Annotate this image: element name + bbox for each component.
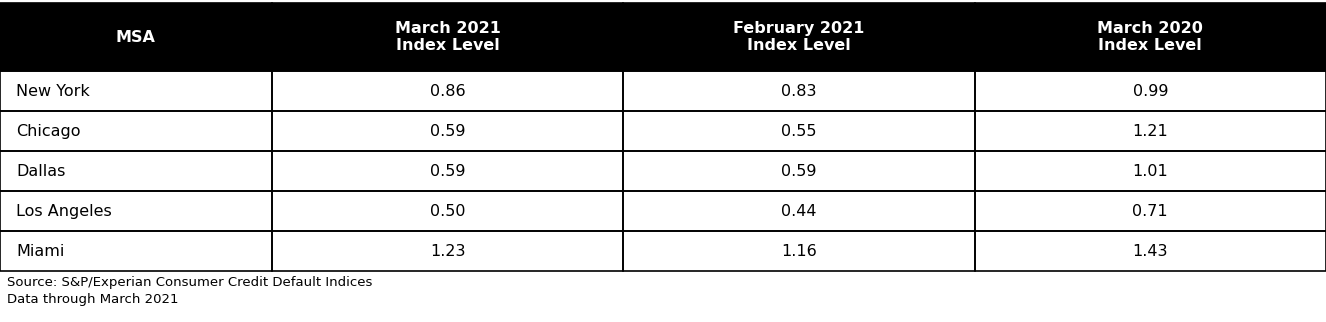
Bar (623, 111, 975, 151)
Bar (272, 231, 623, 271)
Text: February 2021
Index Level: February 2021 Index Level (733, 21, 865, 53)
Bar (0, 151, 272, 191)
Bar (623, 191, 975, 231)
Bar (272, 151, 623, 191)
Text: 1.21: 1.21 (1132, 124, 1168, 138)
Text: Los Angeles: Los Angeles (16, 204, 111, 219)
Bar (0, 231, 272, 271)
Bar (623, 151, 975, 191)
Text: 0.86: 0.86 (430, 83, 465, 99)
Bar (272, 231, 623, 271)
Text: 0.44: 0.44 (781, 204, 817, 219)
Bar (975, 151, 1326, 191)
Bar (975, 191, 1326, 231)
Bar (623, 3, 975, 71)
Bar (0, 71, 272, 111)
Bar (0, 3, 272, 71)
Bar (0, 191, 272, 231)
Text: 1.16: 1.16 (781, 243, 817, 259)
Text: New York: New York (16, 83, 90, 99)
Text: Dallas: Dallas (16, 164, 65, 178)
Text: March 2021
Index Level: March 2021 Index Level (395, 21, 500, 53)
Bar (0, 3, 272, 71)
Bar (623, 71, 975, 111)
Text: 1.01: 1.01 (1132, 164, 1168, 178)
Bar (623, 231, 975, 271)
Bar (975, 151, 1326, 191)
Text: 0.50: 0.50 (430, 204, 465, 219)
Bar (0, 151, 272, 191)
Text: Source: S&P/Experian Consumer Credit Default Indices
Data through March 2021: Source: S&P/Experian Consumer Credit Def… (7, 276, 373, 306)
Bar (272, 191, 623, 231)
Bar (272, 3, 623, 71)
Bar (623, 71, 975, 111)
Text: Chicago: Chicago (16, 124, 81, 138)
Text: 1.43: 1.43 (1132, 243, 1168, 259)
Bar (272, 3, 623, 71)
Text: 0.59: 0.59 (781, 164, 817, 178)
Bar (272, 71, 623, 111)
Bar (975, 71, 1326, 111)
Bar (0, 231, 272, 271)
Text: 1.23: 1.23 (430, 243, 465, 259)
Text: 0.83: 0.83 (781, 83, 817, 99)
Bar (975, 3, 1326, 71)
Bar (975, 191, 1326, 231)
Bar (272, 71, 623, 111)
Bar (623, 191, 975, 231)
Bar (272, 111, 623, 151)
Text: Miami: Miami (16, 243, 64, 259)
Bar (272, 111, 623, 151)
Text: 0.59: 0.59 (430, 164, 465, 178)
Bar (975, 3, 1326, 71)
Bar (272, 151, 623, 191)
Text: MSA: MSA (115, 30, 156, 44)
Bar (623, 111, 975, 151)
Bar (975, 71, 1326, 111)
Bar (975, 111, 1326, 151)
Bar (0, 191, 272, 231)
Text: 0.59: 0.59 (430, 124, 465, 138)
Bar (0, 111, 272, 151)
Bar (272, 191, 623, 231)
Text: March 2020
Index Level: March 2020 Index Level (1098, 21, 1203, 53)
Bar (623, 231, 975, 271)
Bar (975, 231, 1326, 271)
Bar (0, 71, 272, 111)
Text: 0.55: 0.55 (781, 124, 817, 138)
Text: 0.99: 0.99 (1132, 83, 1168, 99)
Text: 0.71: 0.71 (1132, 204, 1168, 219)
Bar (623, 3, 975, 71)
Bar (0, 111, 272, 151)
Bar (623, 151, 975, 191)
Bar (975, 111, 1326, 151)
Bar (975, 231, 1326, 271)
